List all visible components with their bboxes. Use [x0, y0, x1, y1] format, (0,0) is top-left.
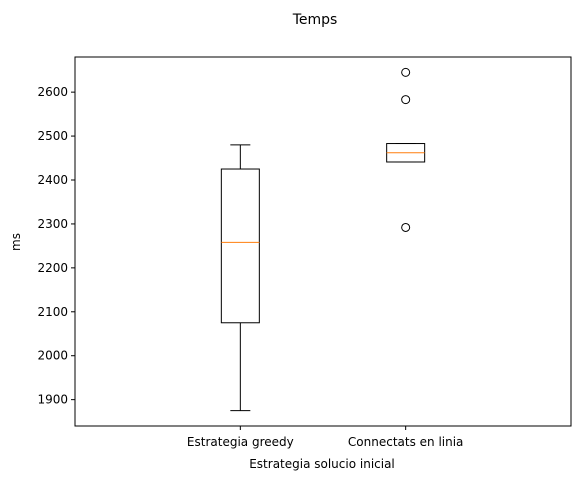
plot-frame	[74, 56, 572, 427]
box-0	[220, 144, 260, 412]
x-tick-label-1: Connectats en linia	[348, 435, 464, 449]
y-tick-label-2500: 2500	[37, 129, 68, 143]
box-1	[386, 67, 426, 232]
y-axis-label: ms	[9, 233, 23, 251]
x-axis-label: Estrategia solucio inicial	[249, 457, 395, 471]
y-tick-label-2200: 2200	[37, 261, 68, 275]
chart-title: Temps	[292, 12, 338, 28]
x-tick-label-0: Estrategia greedy	[187, 435, 294, 449]
y-tick-label-1900: 1900	[37, 393, 68, 407]
outlier-1-1	[401, 95, 411, 105]
y-tick-label-2000: 2000	[37, 349, 68, 363]
outlier-1-0	[401, 67, 411, 77]
box-rect-0	[220, 168, 260, 324]
outlier-1-2	[401, 222, 411, 232]
y-tick-label-2600: 2600	[37, 85, 68, 99]
y-tick-label-2400: 2400	[37, 173, 68, 187]
y-tick-label-2100: 2100	[37, 305, 68, 319]
plot-area: 1900 2000 2100 2200 2300 2400 2500 2600 Estrateg…	[37, 56, 572, 449]
y-tick-label-2300: 2300	[37, 217, 68, 231]
